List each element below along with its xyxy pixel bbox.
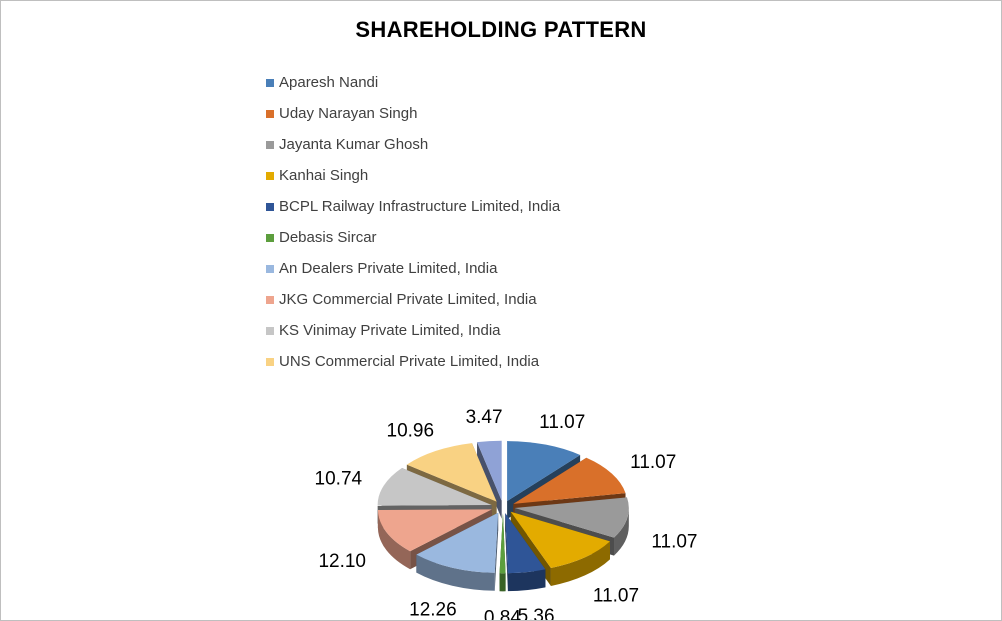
legend-item: BCPL Railway Infrastructure Limited, Ind… xyxy=(266,191,560,222)
data-label: 11.07 xyxy=(539,412,585,433)
data-label: 3.47 xyxy=(466,407,503,428)
chart-legend: Aparesh Nandi Uday Narayan Singh Jayanta K… xyxy=(266,67,560,377)
data-label: 0.84 xyxy=(484,608,521,620)
legend-swatch xyxy=(266,295,274,304)
legend-label: Uday Narayan Singh xyxy=(279,105,418,122)
legend-swatch xyxy=(266,140,274,149)
legend-label: KS Vinimay Private Limited, India xyxy=(279,322,501,339)
legend-swatch xyxy=(266,264,274,273)
legend-label: An Dealers Private Limited, India xyxy=(279,260,498,277)
legend-item: An Dealers Private Limited, India xyxy=(266,253,560,284)
legend-item: Uday Narayan Singh xyxy=(266,98,560,129)
legend-item: Aparesh Nandi xyxy=(266,67,560,98)
legend-item: UNS Commercial Private Limited, India xyxy=(266,346,560,377)
data-label: 10.74 xyxy=(315,469,363,490)
legend-item: Kanhai Singh xyxy=(266,160,560,191)
chart-title: SHAREHOLDING PATTERN xyxy=(355,17,647,42)
data-label: 11.07 xyxy=(593,586,639,607)
pie-slice xyxy=(416,512,499,591)
legend-label: BCPL Railway Infrastructure Limited, Ind… xyxy=(279,198,561,215)
legend-swatch xyxy=(266,109,274,118)
data-label: 11.07 xyxy=(630,452,676,473)
data-label: 11.07 xyxy=(651,531,697,552)
pie-slice xyxy=(499,513,506,592)
legend-swatch xyxy=(266,202,274,211)
legend-item: KS Vinimay Private Limited, India xyxy=(266,315,560,346)
legend-label: UNS Commercial Private Limited, India xyxy=(279,353,540,370)
data-label: 12.10 xyxy=(318,551,366,572)
legend-label: JKG Commercial Private Limited, India xyxy=(279,291,537,308)
legend-swatch xyxy=(266,78,274,87)
pie-slice xyxy=(510,511,610,586)
legend-swatch xyxy=(266,326,274,335)
legend-swatch xyxy=(266,357,274,366)
pie-slice xyxy=(505,513,546,592)
data-label: 10.96 xyxy=(387,421,435,442)
legend-label: Kanhai Singh xyxy=(279,167,369,184)
legend-item: Debasis Sircar xyxy=(266,222,560,253)
legend-item: JKG Commercial Private Limited, India xyxy=(266,284,560,315)
data-label: 5.36 xyxy=(518,606,555,620)
data-label: 12.26 xyxy=(409,600,457,620)
legend-label: Aparesh Nandi xyxy=(279,74,379,91)
legend-item: Jayanta Kumar Ghosh xyxy=(266,129,560,160)
legend-swatch xyxy=(266,233,274,242)
legend-swatch xyxy=(266,171,274,180)
legend-label: Jayanta Kumar Ghosh xyxy=(279,136,429,153)
legend-label: Debasis Sircar xyxy=(279,229,377,246)
